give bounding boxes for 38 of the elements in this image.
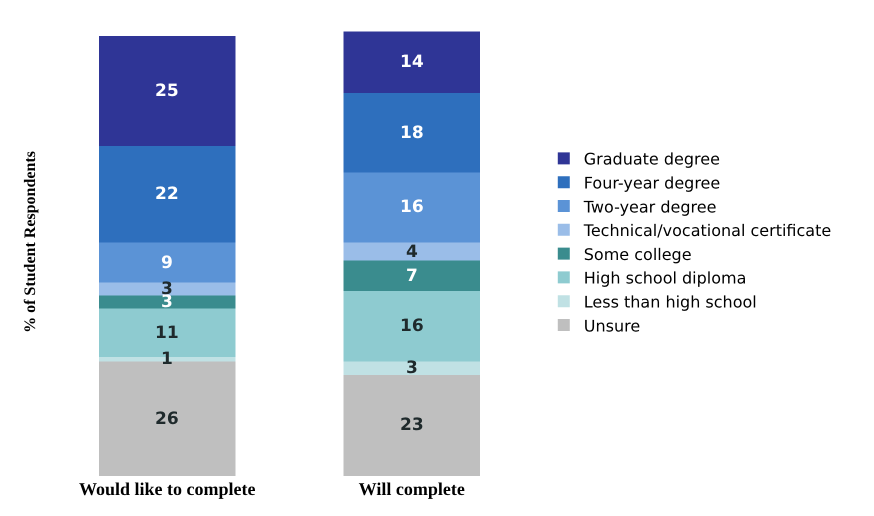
data-label: 3 [406, 358, 418, 378]
legend-label: Four-year degree [584, 173, 720, 192]
legend-label: Two-year degree [582, 197, 716, 216]
legend-label: Some college [584, 244, 692, 264]
legend-label: Technical/vocational certificate [582, 221, 832, 240]
data-label: 16 [400, 316, 424, 336]
bar [98, 242, 236, 282]
bar [343, 31, 480, 94]
x-tick-label: Will complete [358, 479, 465, 499]
data-label: 4 [406, 242, 418, 262]
data-label: 1 [161, 349, 173, 369]
data-label: 7 [406, 266, 418, 286]
bar [343, 374, 480, 476]
legend-label: Graduate degree [584, 150, 720, 169]
bar [98, 146, 236, 243]
bar [343, 260, 480, 292]
bar [343, 93, 480, 172]
data-label: 9 [161, 253, 173, 273]
bar [343, 172, 480, 243]
x-tick-label: Would like to complete [79, 479, 256, 499]
bar [343, 291, 480, 362]
data-label: 22 [155, 184, 179, 204]
legend-label: Unsure [584, 316, 640, 336]
y-axis-title: % of Student Respondents [22, 151, 39, 333]
bar [98, 282, 236, 296]
data-label: 25 [155, 81, 179, 101]
data-label: 23 [400, 415, 424, 435]
bar [343, 242, 480, 260]
bar [98, 36, 236, 146]
legend-label: Less than high school [584, 292, 757, 312]
bar [98, 296, 236, 309]
data-label: 26 [155, 409, 179, 429]
legend-label: High school diploma [584, 268, 746, 288]
data-label: 18 [400, 123, 424, 143]
data-label: 16 [400, 197, 424, 217]
data-label: 11 [155, 323, 179, 343]
data-label: 14 [400, 52, 424, 72]
bar [343, 362, 480, 375]
